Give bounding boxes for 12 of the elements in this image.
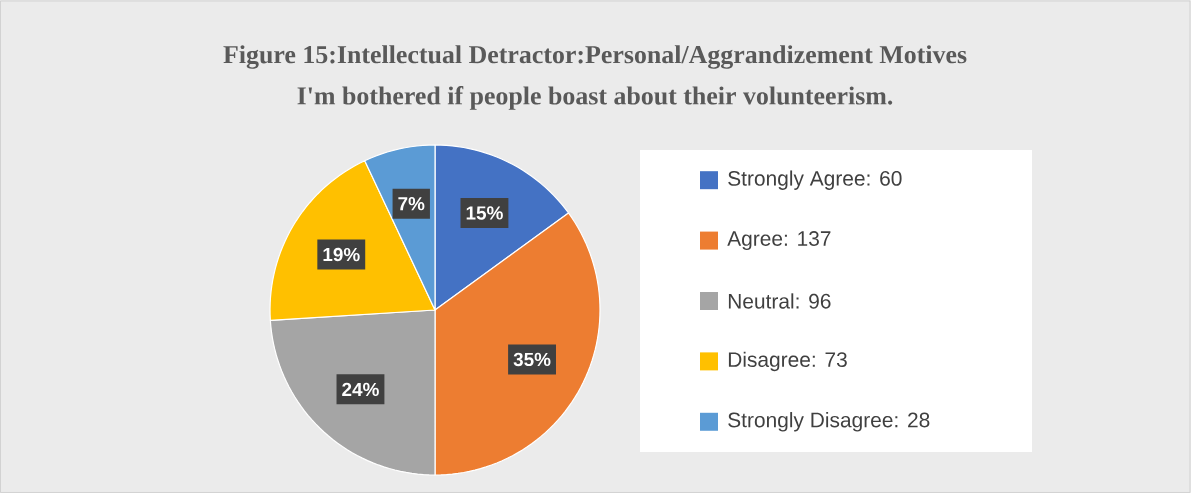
data-label: 7% xyxy=(398,197,425,211)
data-label: 15% xyxy=(466,206,503,220)
legend-label: Disagree: 73 xyxy=(728,351,847,372)
data-label: 35% xyxy=(513,352,551,367)
legend-label: Strongly Disagree: 28 xyxy=(728,412,930,432)
legend-label: Agree: 137 xyxy=(727,231,831,251)
legend-label: Strongly Agree: 60 xyxy=(728,170,902,190)
legend-label: Neutral: 96 xyxy=(728,293,831,309)
data-label: 24% xyxy=(342,382,379,397)
chart-subtitle: I'm bothered if people boast about their volunteerism. xyxy=(297,86,893,110)
data-label: 19% xyxy=(323,247,360,262)
chart-title: Figure 15:Intellectual Detractor:Personal/Aggrandizement Motives xyxy=(223,45,967,69)
